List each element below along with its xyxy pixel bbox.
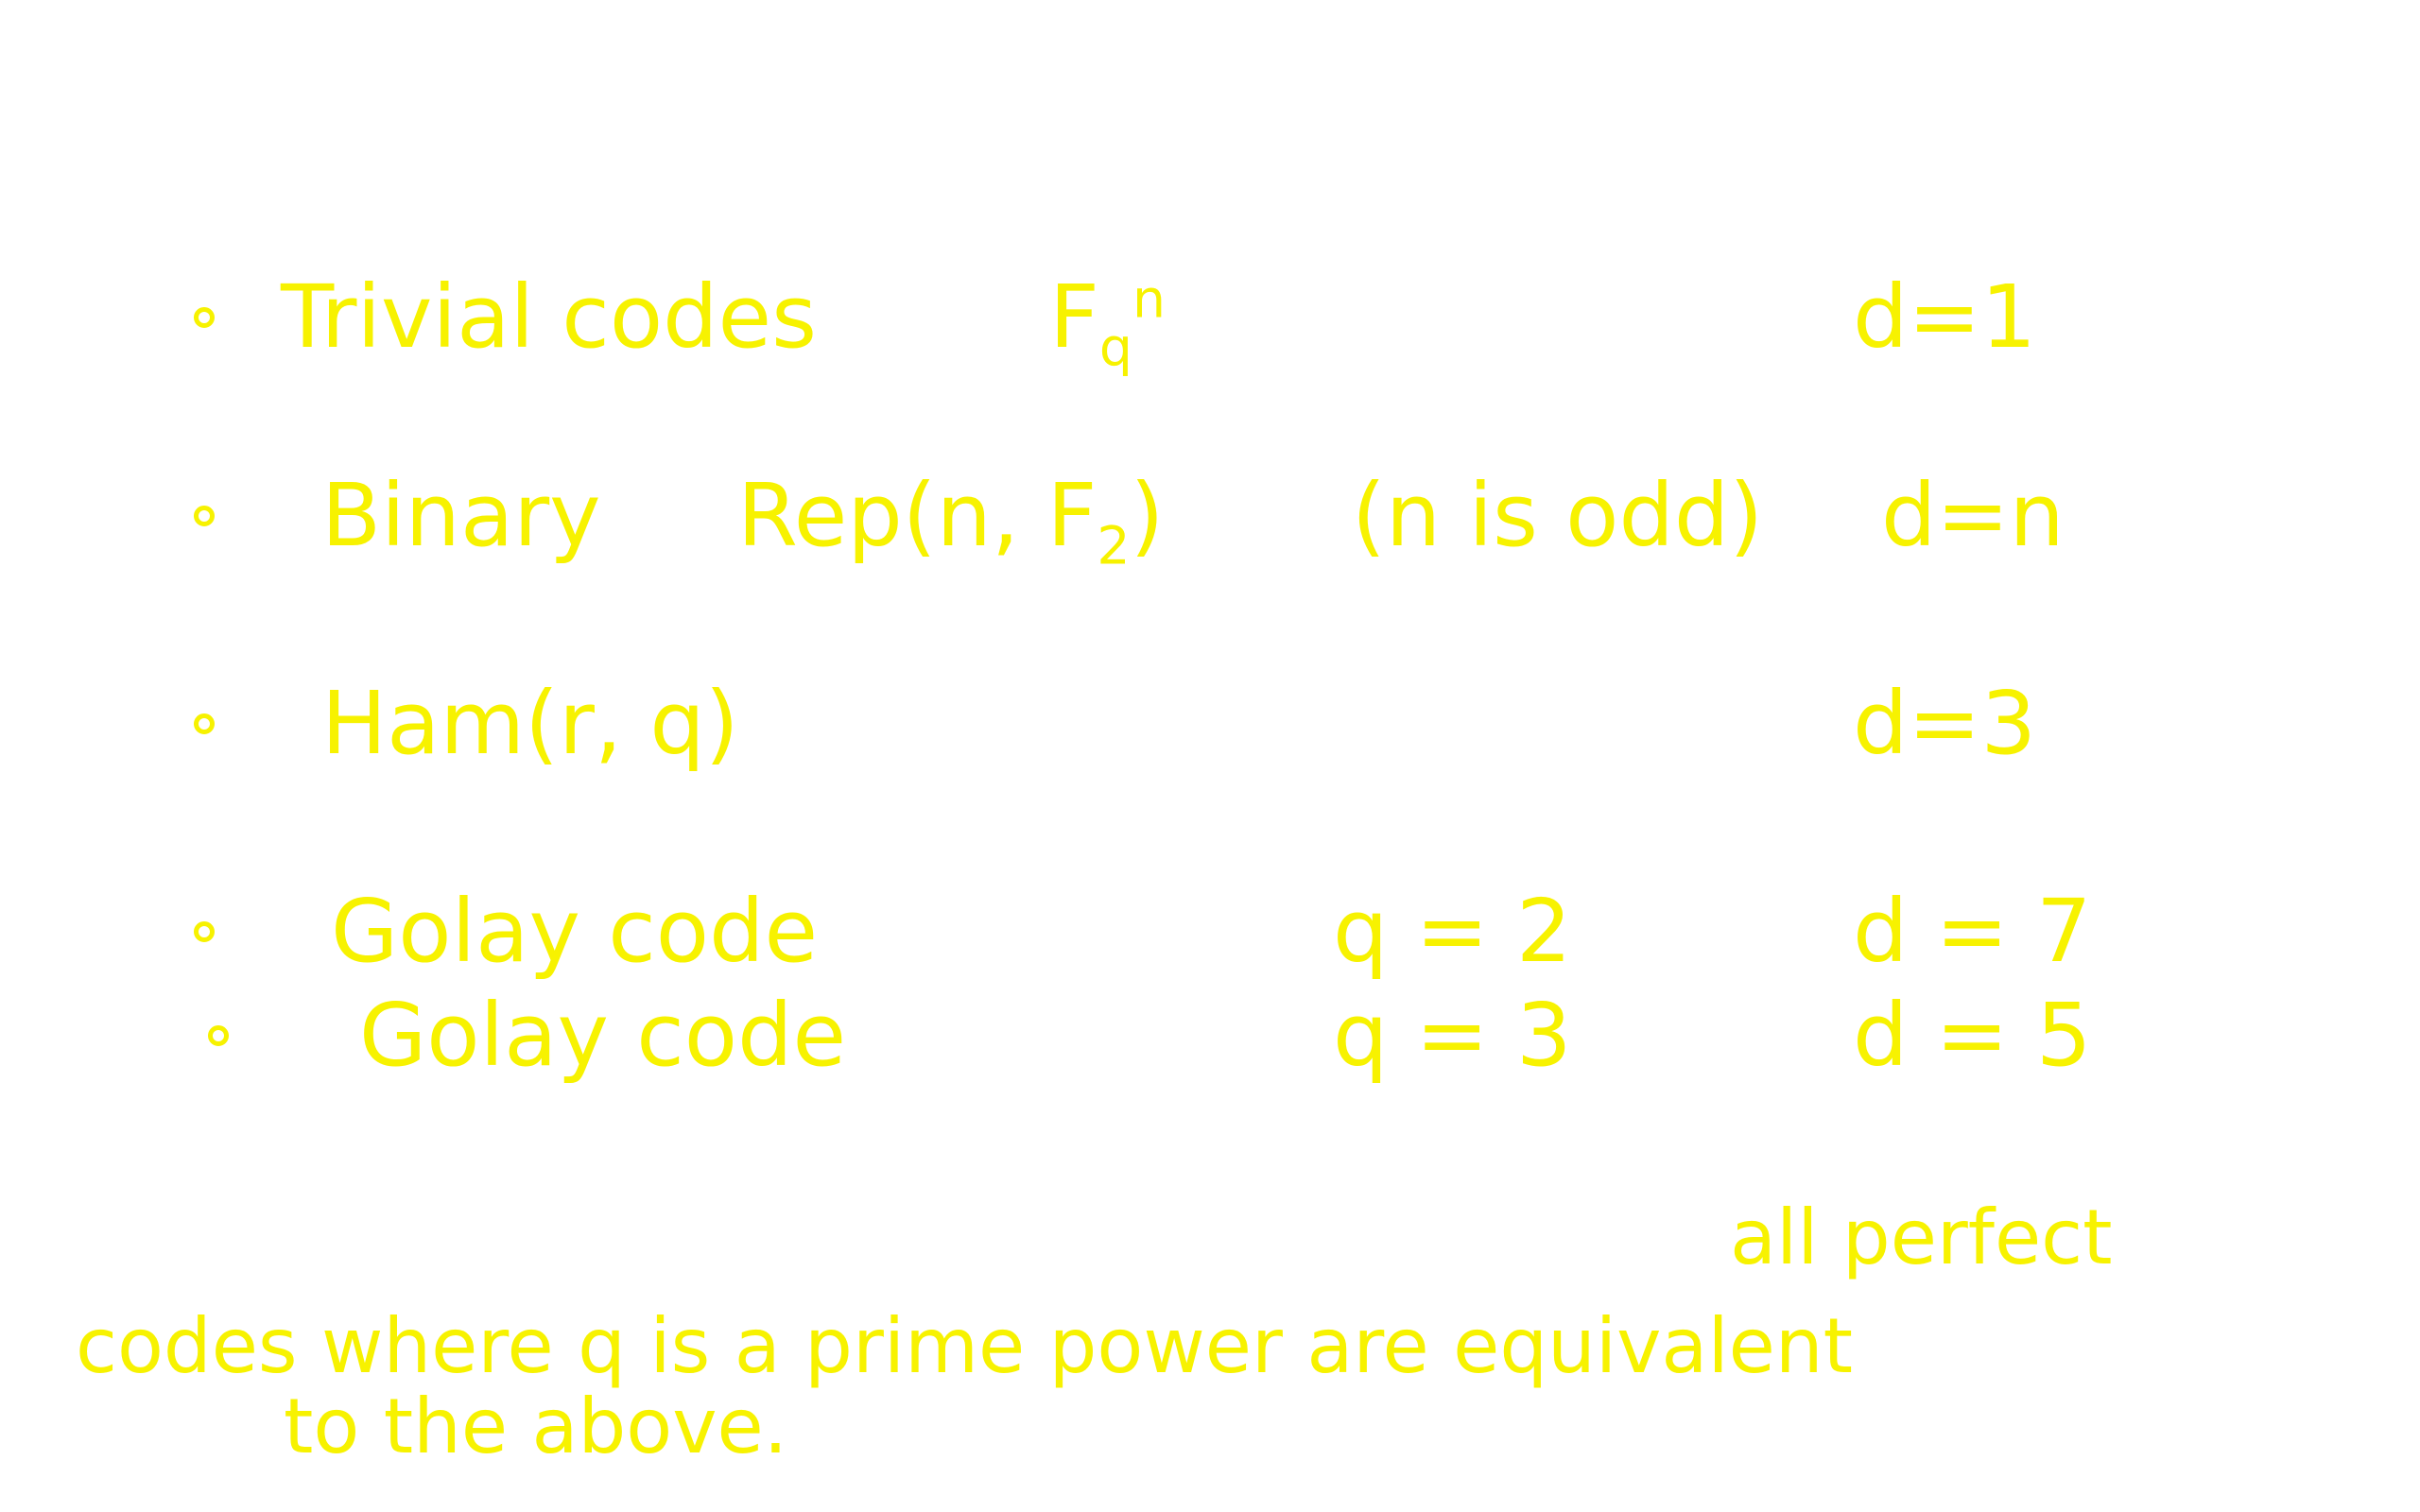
item-distance: d = 5 xyxy=(1853,985,2092,1086)
item-name: Trivial codes xyxy=(281,266,818,368)
item-distance: d=3 xyxy=(1853,673,2037,774)
item-name: Ham(r, q) xyxy=(321,673,739,774)
code-sup: n xyxy=(1132,269,1166,331)
item-condition: (n is odd) xyxy=(1352,465,1764,566)
code-base: Rep(n, F xyxy=(737,465,1098,566)
item-name: Golay code xyxy=(331,881,819,982)
item-condition: q = 3 xyxy=(1333,985,1572,1086)
item-condition: q = 2 xyxy=(1333,881,1572,982)
bullet xyxy=(208,1025,229,1046)
item-code: Fqn xyxy=(1049,274,1166,375)
code-sub: 2 xyxy=(1097,516,1131,577)
bullet xyxy=(194,713,215,734)
item-distance: d=1 xyxy=(1853,266,2037,368)
bullet xyxy=(194,307,215,328)
bullet xyxy=(194,921,215,942)
bullet xyxy=(194,506,215,526)
item-distance: d = 7 xyxy=(1853,881,2092,982)
code-base: F xyxy=(1049,266,1099,368)
note-line: all perfect xyxy=(1730,1194,2113,1281)
item-distance: d=n xyxy=(1881,465,2065,566)
code-sub: q xyxy=(1098,318,1132,379)
item-name: Binary xyxy=(321,465,601,566)
note-line: to the above. xyxy=(284,1383,788,1470)
item-code: Rep(n, F2) xyxy=(737,472,1164,574)
note-line: codes where q is a prime power are equiv… xyxy=(76,1302,1853,1390)
item-name: Golay code xyxy=(359,985,847,1086)
code-tail: ) xyxy=(1130,465,1165,566)
